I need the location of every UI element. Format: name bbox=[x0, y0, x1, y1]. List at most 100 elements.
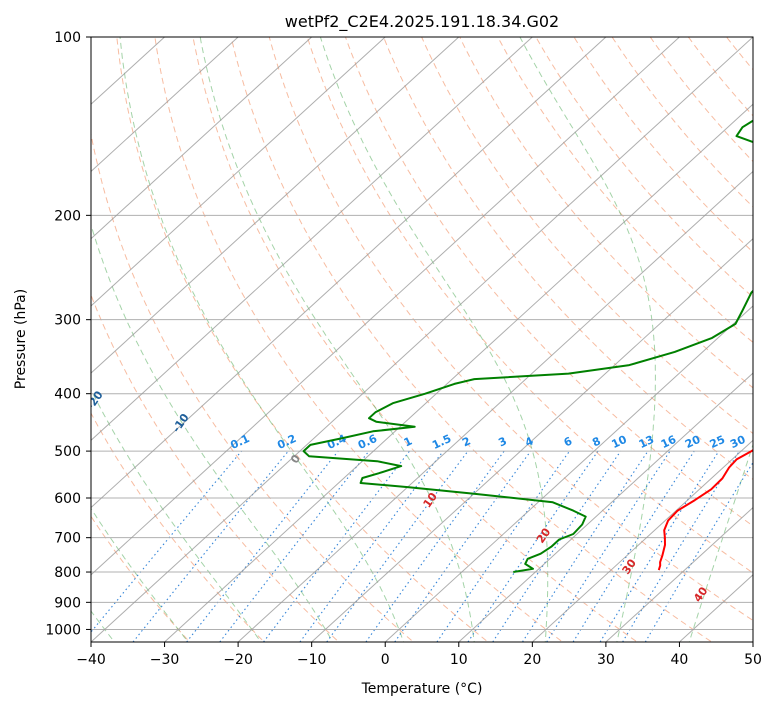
isotherm-0 bbox=[384, 305, 753, 642]
sounding-profiles bbox=[302, 119, 753, 573]
x-tick-label-8: 40 bbox=[671, 652, 689, 668]
mixing-ratio-label-10: 8 bbox=[590, 434, 602, 449]
x-tick-label-4: 0 bbox=[381, 652, 390, 668]
mixing-ratio-line-5 bbox=[299, 450, 444, 642]
dry-adiabat-7 bbox=[230, 37, 713, 642]
moist-adiabat-label-12: 20 bbox=[534, 525, 554, 545]
mixing-ratio-line-0 bbox=[91, 450, 242, 633]
mixing-ratio-line-12 bbox=[522, 450, 649, 642]
moist-adiabat-9 bbox=[91, 223, 334, 642]
mixing-ratio-label-1: 0.2 bbox=[275, 432, 298, 452]
y-tick-label-7: 800 bbox=[54, 565, 81, 581]
dry-adiabat-14 bbox=[497, 37, 753, 344]
x-tick-label-7: 30 bbox=[597, 652, 615, 668]
mixing-ratio-label-16: 30 bbox=[728, 433, 748, 451]
isotherm-10 bbox=[458, 372, 753, 642]
dry-adiabats bbox=[91, 14, 775, 647]
mixing-ratio-line-3 bbox=[219, 450, 370, 642]
y-tick-label-1: 200 bbox=[54, 208, 81, 224]
dry-adiabat-12 bbox=[421, 37, 753, 435]
chart-title: wetPf2_C2E4.2025.191.18.34.G02 bbox=[285, 12, 559, 32]
dry-adiabat-17 bbox=[611, 37, 753, 208]
profile-line-1 bbox=[302, 119, 753, 573]
mixing-ratio-line-15 bbox=[599, 450, 720, 642]
moist-adiabat-11 bbox=[199, 37, 475, 642]
mixing-ratio-line-9 bbox=[436, 450, 570, 642]
mixing-ratio-line-6 bbox=[326, 450, 469, 642]
moist-adiabat-label-8: -20 bbox=[84, 388, 106, 412]
mixing-ratio-label-9: 6 bbox=[562, 434, 575, 449]
x-tick-label-2: −20 bbox=[223, 652, 253, 668]
isotherm-30 bbox=[605, 506, 753, 642]
y-tick-label-3: 400 bbox=[54, 387, 81, 403]
isotherm-m10 bbox=[311, 237, 753, 642]
mixing-ratio-line-4 bbox=[263, 450, 410, 642]
isotherm-m60 bbox=[91, 37, 607, 509]
y-tick-label-9: 1000 bbox=[45, 622, 81, 638]
y-tick-label-6: 700 bbox=[54, 531, 81, 547]
mixing-ratio-line-13 bbox=[546, 450, 671, 642]
mixing-ratio-line-2 bbox=[186, 450, 339, 642]
mixing-ratio-label-12: 13 bbox=[637, 433, 656, 451]
isotherm-m40 bbox=[91, 37, 753, 642]
mixing-ratio-label-13: 16 bbox=[659, 433, 679, 451]
mixing-ratio-label-6: 2 bbox=[460, 434, 472, 449]
x-tick-label-0: −40 bbox=[76, 652, 106, 668]
dry-adiabat-21 bbox=[746, 14, 775, 647]
dry-adiabat-18 bbox=[649, 37, 753, 163]
mixing-ratio-label-4: 1 bbox=[402, 434, 414, 449]
y-axis: 100 200 300 400 500 600 700 800 900 1000 bbox=[45, 30, 91, 638]
mixing-ratio-line-10 bbox=[467, 450, 599, 642]
moist-adiabat-7 bbox=[91, 507, 189, 642]
dry-adiabat-4 bbox=[116, 37, 489, 642]
skewed-isotherms bbox=[91, 37, 753, 642]
y-tick-label-2: 300 bbox=[54, 313, 81, 329]
mixing-ratio-label-11: 10 bbox=[609, 433, 629, 451]
y-axis-title: Pressure (hPa) bbox=[13, 289, 29, 389]
isotherm-m100 bbox=[91, 37, 313, 240]
moist-adiabat-14 bbox=[688, 442, 753, 642]
y-tick-label-8: 900 bbox=[54, 595, 81, 611]
isotherm-m70 bbox=[91, 37, 533, 442]
dry-adiabat-1 bbox=[91, 412, 265, 642]
dry-adiabat-9 bbox=[306, 37, 753, 574]
mixing-ratio-line-7 bbox=[365, 450, 505, 642]
isotherm-m20 bbox=[237, 170, 753, 642]
isotherm-m110 bbox=[91, 37, 239, 173]
dry-adiabat-8 bbox=[268, 37, 753, 622]
mixing-ratio-lines bbox=[91, 450, 753, 642]
isotherm-20 bbox=[531, 439, 753, 642]
dry-adiabat-0 bbox=[91, 515, 191, 642]
dry-adiabat-2 bbox=[91, 293, 340, 642]
dry-adiabat-5 bbox=[154, 37, 564, 642]
moist-adiabat-8 bbox=[91, 388, 262, 642]
dry-adiabat-11 bbox=[382, 37, 753, 481]
pressure-grid bbox=[91, 37, 753, 630]
plot-frame bbox=[90, 36, 754, 643]
x-tick-label-6: 20 bbox=[523, 652, 541, 668]
moist-adiabat-label-14: 40 bbox=[691, 584, 711, 604]
isotherm-m50 bbox=[91, 37, 680, 576]
y-tick-label-5: 600 bbox=[54, 491, 81, 507]
x-axis: −40 −30 −20 −10 0 10 20 30 40 50 bbox=[76, 642, 762, 668]
mixing-ratio-label-14: 20 bbox=[683, 433, 703, 451]
moist-adiabat-10 bbox=[119, 37, 405, 642]
mixing-ratio-label-7: 3 bbox=[496, 434, 508, 449]
dry-adiabat-3 bbox=[91, 131, 415, 642]
moist-adiabat-13 bbox=[519, 37, 656, 642]
mixing-ratio-label-15: 25 bbox=[708, 433, 727, 451]
moist-adiabat-label-11: 10 bbox=[421, 490, 441, 510]
mixing-ratio-line-1 bbox=[132, 450, 289, 642]
dry-adiabat-6 bbox=[192, 37, 639, 642]
profile-line-0 bbox=[657, 449, 753, 571]
x-tick-label-3: −10 bbox=[297, 652, 327, 668]
isotherm-m30 bbox=[164, 103, 753, 642]
x-axis-title: Temperature (°C) bbox=[361, 681, 483, 697]
isotherm-m80 bbox=[91, 37, 460, 374]
mixing-ratio-line-8 bbox=[394, 450, 532, 642]
y-tick-label-0: 100 bbox=[54, 30, 81, 46]
x-tick-label-9: 50 bbox=[744, 652, 762, 668]
y-tick-label-4: 500 bbox=[54, 444, 81, 460]
